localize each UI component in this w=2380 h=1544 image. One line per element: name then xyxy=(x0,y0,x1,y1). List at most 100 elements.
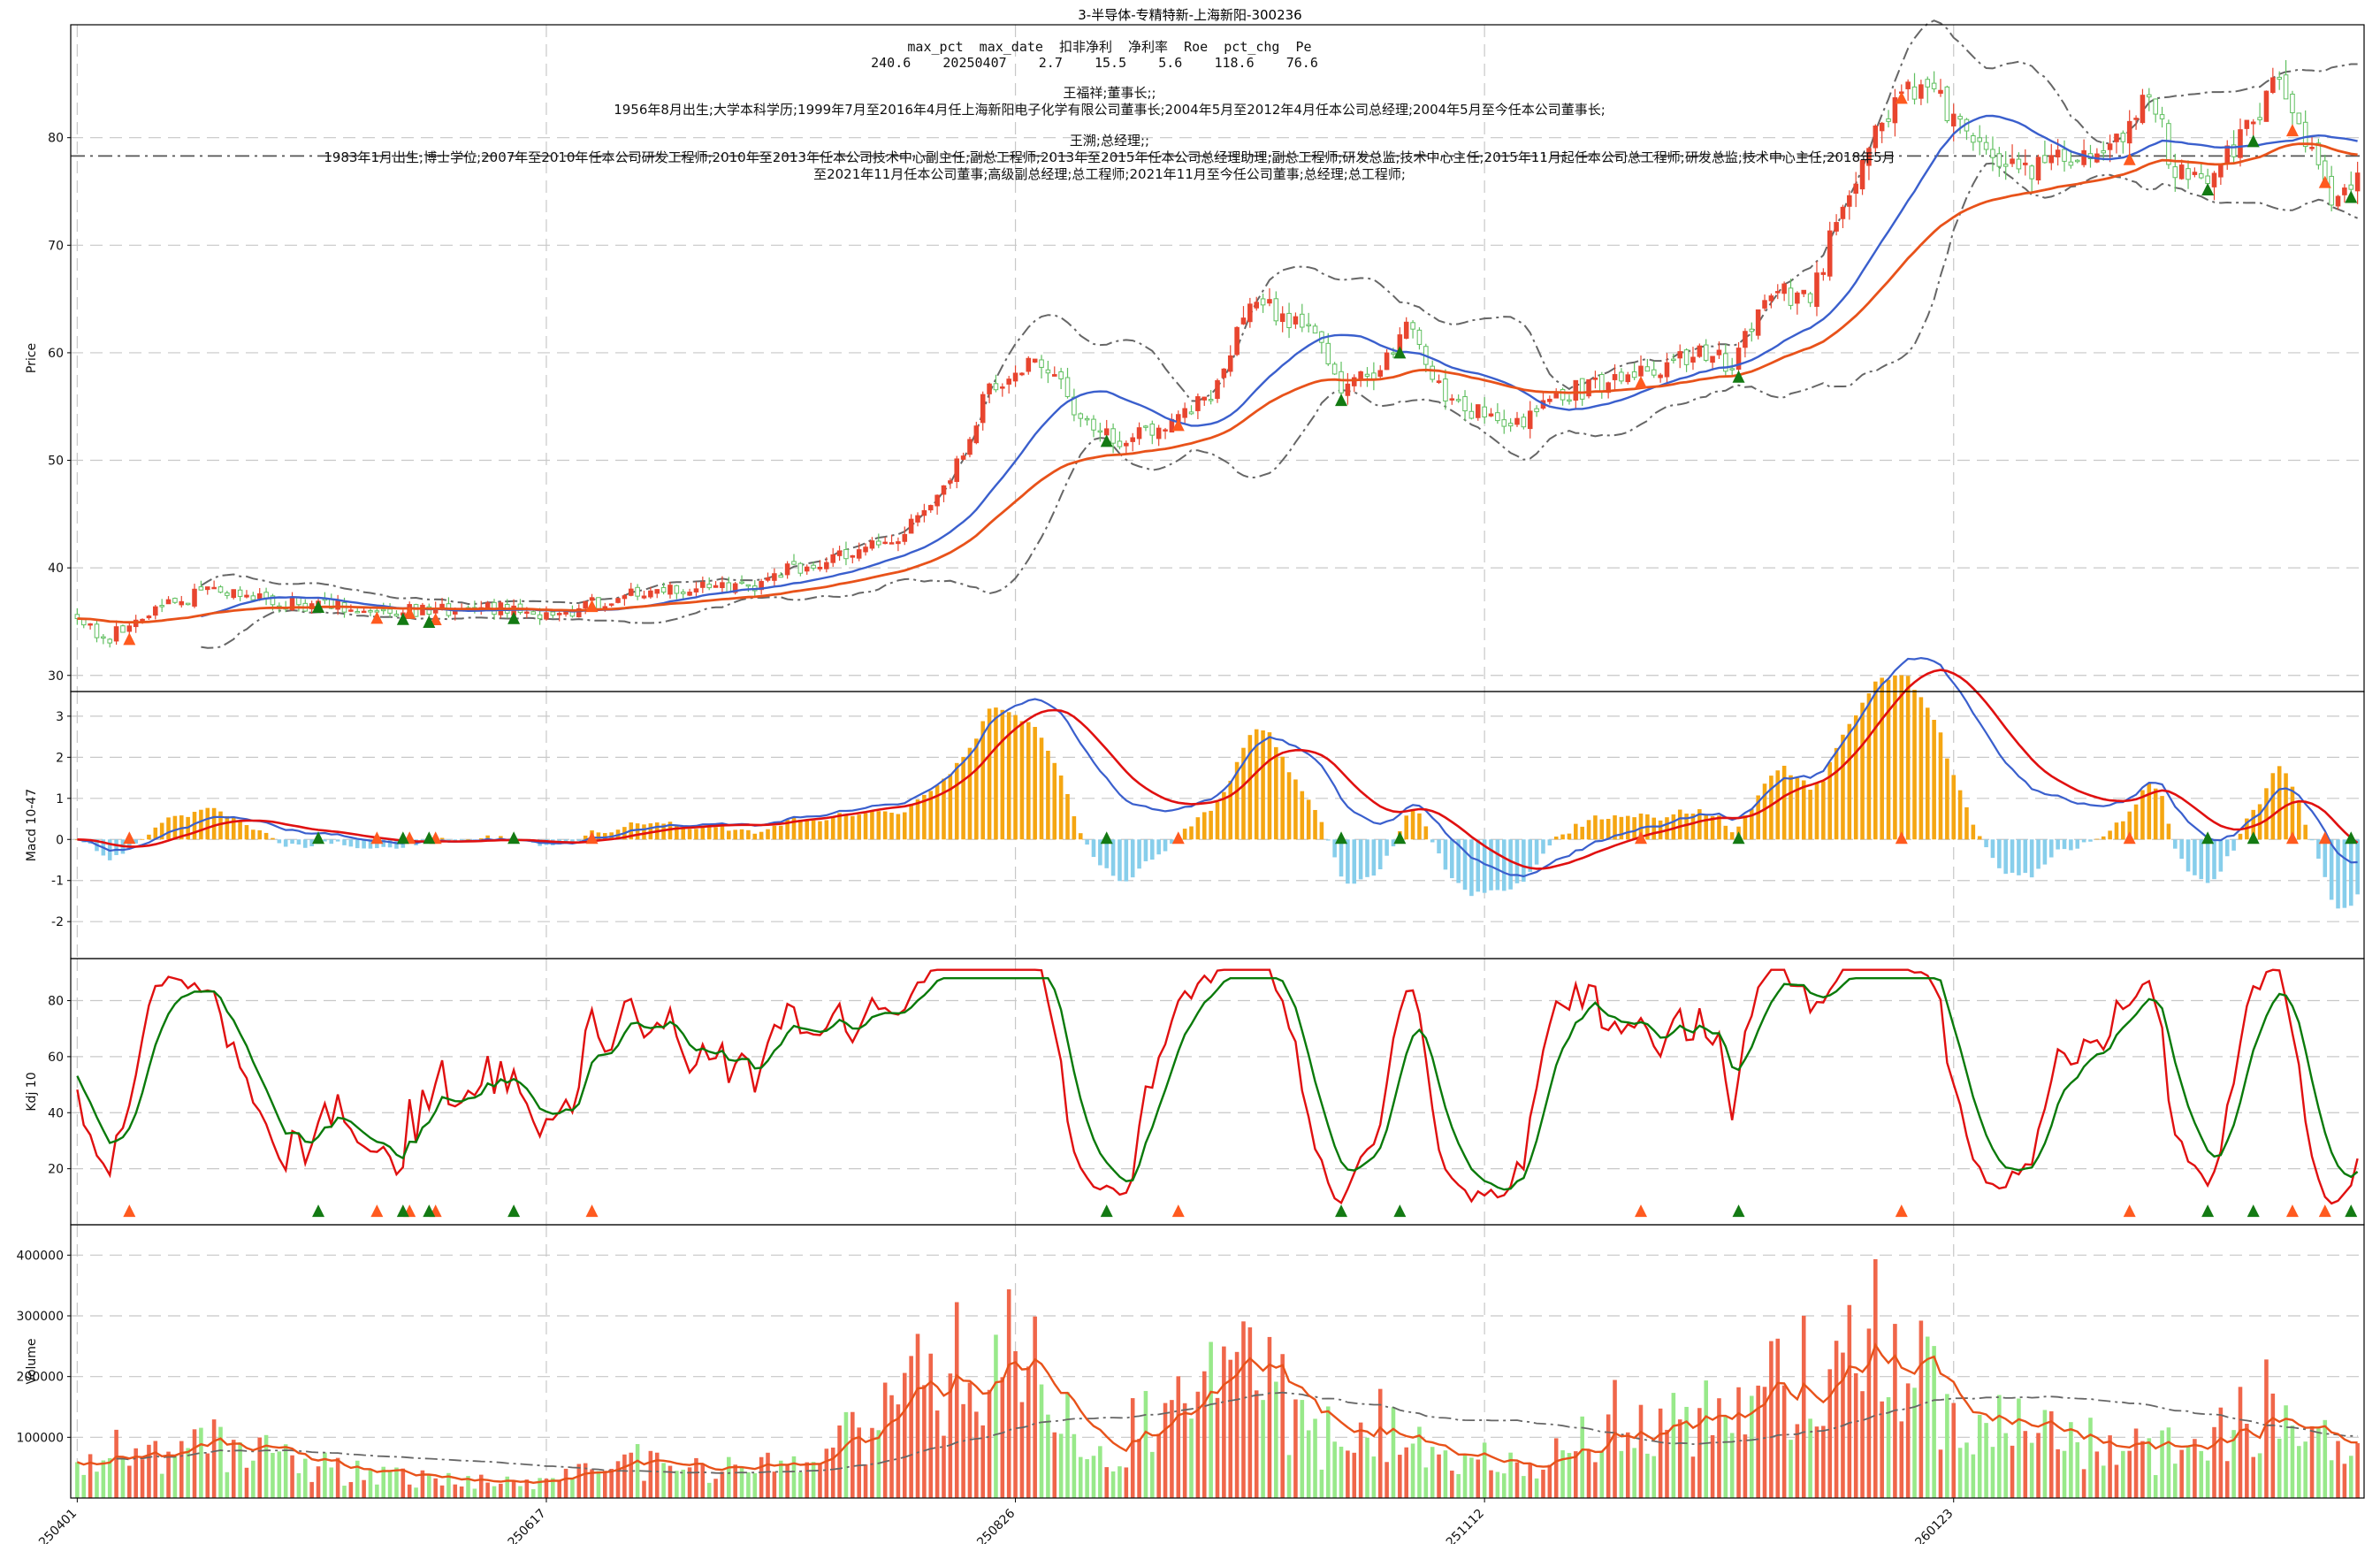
volume-bar xyxy=(2297,1446,2301,1498)
volume-bar xyxy=(851,1411,855,1498)
macd-histogram-bar xyxy=(478,838,484,840)
macd-histogram-bar xyxy=(909,805,913,840)
candle-body xyxy=(660,586,667,593)
macd-histogram-bar xyxy=(830,816,835,840)
volume-bar xyxy=(2094,1451,2100,1498)
candle-body xyxy=(921,509,927,516)
candle-body xyxy=(1247,303,1253,323)
macd-histogram-bar xyxy=(876,811,881,840)
macd-histogram-bar xyxy=(1534,839,1539,865)
candle-body xyxy=(1260,298,1266,306)
kdj-sell-signal-marker xyxy=(2345,1204,2358,1218)
macd-histogram-bar xyxy=(1945,758,1949,840)
candle-body xyxy=(1507,423,1514,427)
macd-histogram-bar xyxy=(1717,815,1721,840)
macd-histogram-bar xyxy=(1899,675,1904,840)
volume-bar xyxy=(101,1460,106,1498)
macd-histogram-bar xyxy=(1853,715,1858,840)
macd-histogram-bar xyxy=(1781,765,1787,840)
volume-bar xyxy=(1170,1400,1174,1498)
kdj-d-line xyxy=(76,977,2359,1191)
candle-body xyxy=(1644,366,1651,372)
macd-histogram-bar xyxy=(824,820,829,840)
candle-body xyxy=(674,585,680,594)
macd-histogram-bar xyxy=(1019,721,1025,840)
volume-bar xyxy=(1046,1414,1050,1498)
volume-bar xyxy=(1729,1433,1735,1498)
candle-body xyxy=(1449,398,1455,401)
sell-signal-marker xyxy=(2201,183,2215,196)
candle-body xyxy=(1918,84,1924,99)
volume-bar xyxy=(1306,1430,1311,1498)
macd-histogram-bar xyxy=(1489,839,1493,890)
candle-body xyxy=(2231,144,2237,157)
macd-histogram-bar xyxy=(1652,817,1657,840)
candle-body xyxy=(1345,383,1351,396)
macd-histogram-bar xyxy=(882,811,888,840)
candle-body xyxy=(1990,149,1995,158)
macd-histogram-bar xyxy=(2048,839,2054,858)
macd-histogram-bar xyxy=(1118,839,1122,882)
macd-histogram-bar xyxy=(1170,839,1174,845)
macd-histogram-bar xyxy=(1495,839,1500,890)
candle-body xyxy=(1130,437,1135,442)
volume-bar xyxy=(133,1448,138,1498)
volume-bar xyxy=(1313,1418,1317,1498)
volume-bar xyxy=(1984,1423,1988,1498)
macd-histogram-bar xyxy=(1385,839,1389,856)
volume-bar xyxy=(2010,1445,2015,1498)
volume-bar xyxy=(329,1467,334,1498)
candle-body xyxy=(2159,114,2165,119)
macd-histogram-bar xyxy=(2094,838,2100,840)
macd-histogram-bar xyxy=(1104,839,1110,868)
macd-histogram-bar xyxy=(2160,796,2164,840)
macd-histogram-bar xyxy=(192,812,197,840)
volume-bar xyxy=(772,1471,777,1498)
volume-bar xyxy=(818,1464,822,1498)
volume-bar xyxy=(375,1484,379,1498)
sell-signal-marker xyxy=(1335,394,1348,407)
volume-bar xyxy=(785,1465,790,1498)
sell-signal-marker xyxy=(1393,346,1407,359)
volume-bar xyxy=(830,1447,835,1498)
volume-ytick-label: 400000 xyxy=(17,1249,64,1263)
candle-body xyxy=(1911,86,1918,100)
macd-histogram-bar xyxy=(1749,808,1754,840)
macd-histogram-bar xyxy=(1325,839,1331,841)
candle-body xyxy=(987,383,992,394)
volume-bar xyxy=(257,1437,262,1498)
volume-bar xyxy=(1110,1471,1116,1498)
candle-body xyxy=(1286,312,1292,329)
candle-body xyxy=(231,589,237,599)
candle-body xyxy=(361,610,367,614)
volume-bar xyxy=(1827,1369,1833,1498)
volume-bar xyxy=(642,1480,646,1498)
macd-histogram-bar xyxy=(2303,824,2308,840)
volume-bar xyxy=(1957,1448,1963,1498)
candle-body xyxy=(2042,155,2048,164)
volume-bar xyxy=(459,1486,464,1498)
candle-body xyxy=(2035,157,2041,180)
volume-bar xyxy=(2303,1441,2308,1498)
candle-body xyxy=(2335,195,2341,207)
macd-histogram-bar xyxy=(1404,815,1408,840)
volume-bar xyxy=(1325,1406,1331,1498)
volume-bar xyxy=(1847,1304,1852,1498)
macd-histogram-bar xyxy=(961,756,965,840)
candle-body xyxy=(1827,230,1833,277)
macd-histogram-bar xyxy=(1665,817,1669,840)
volume-bar xyxy=(75,1462,80,1498)
macd-histogram-bar xyxy=(1574,823,1578,840)
candle-body xyxy=(1664,362,1670,378)
volume-bar xyxy=(2108,1435,2112,1498)
macd-histogram-bar xyxy=(987,708,992,840)
volume-bar xyxy=(147,1444,151,1498)
volume-bar xyxy=(909,1356,913,1498)
candle-body xyxy=(1619,371,1624,382)
volume-bar xyxy=(1945,1394,1949,1498)
volume-bar xyxy=(290,1455,294,1498)
volume-bar xyxy=(88,1454,93,1498)
candle-body xyxy=(2010,158,2015,164)
metrics-table-header: max_pct max_date 扣非净利 净利率 Roe pct_chg Pe xyxy=(907,39,1311,55)
volume-ma-long-line xyxy=(116,1391,2358,1474)
